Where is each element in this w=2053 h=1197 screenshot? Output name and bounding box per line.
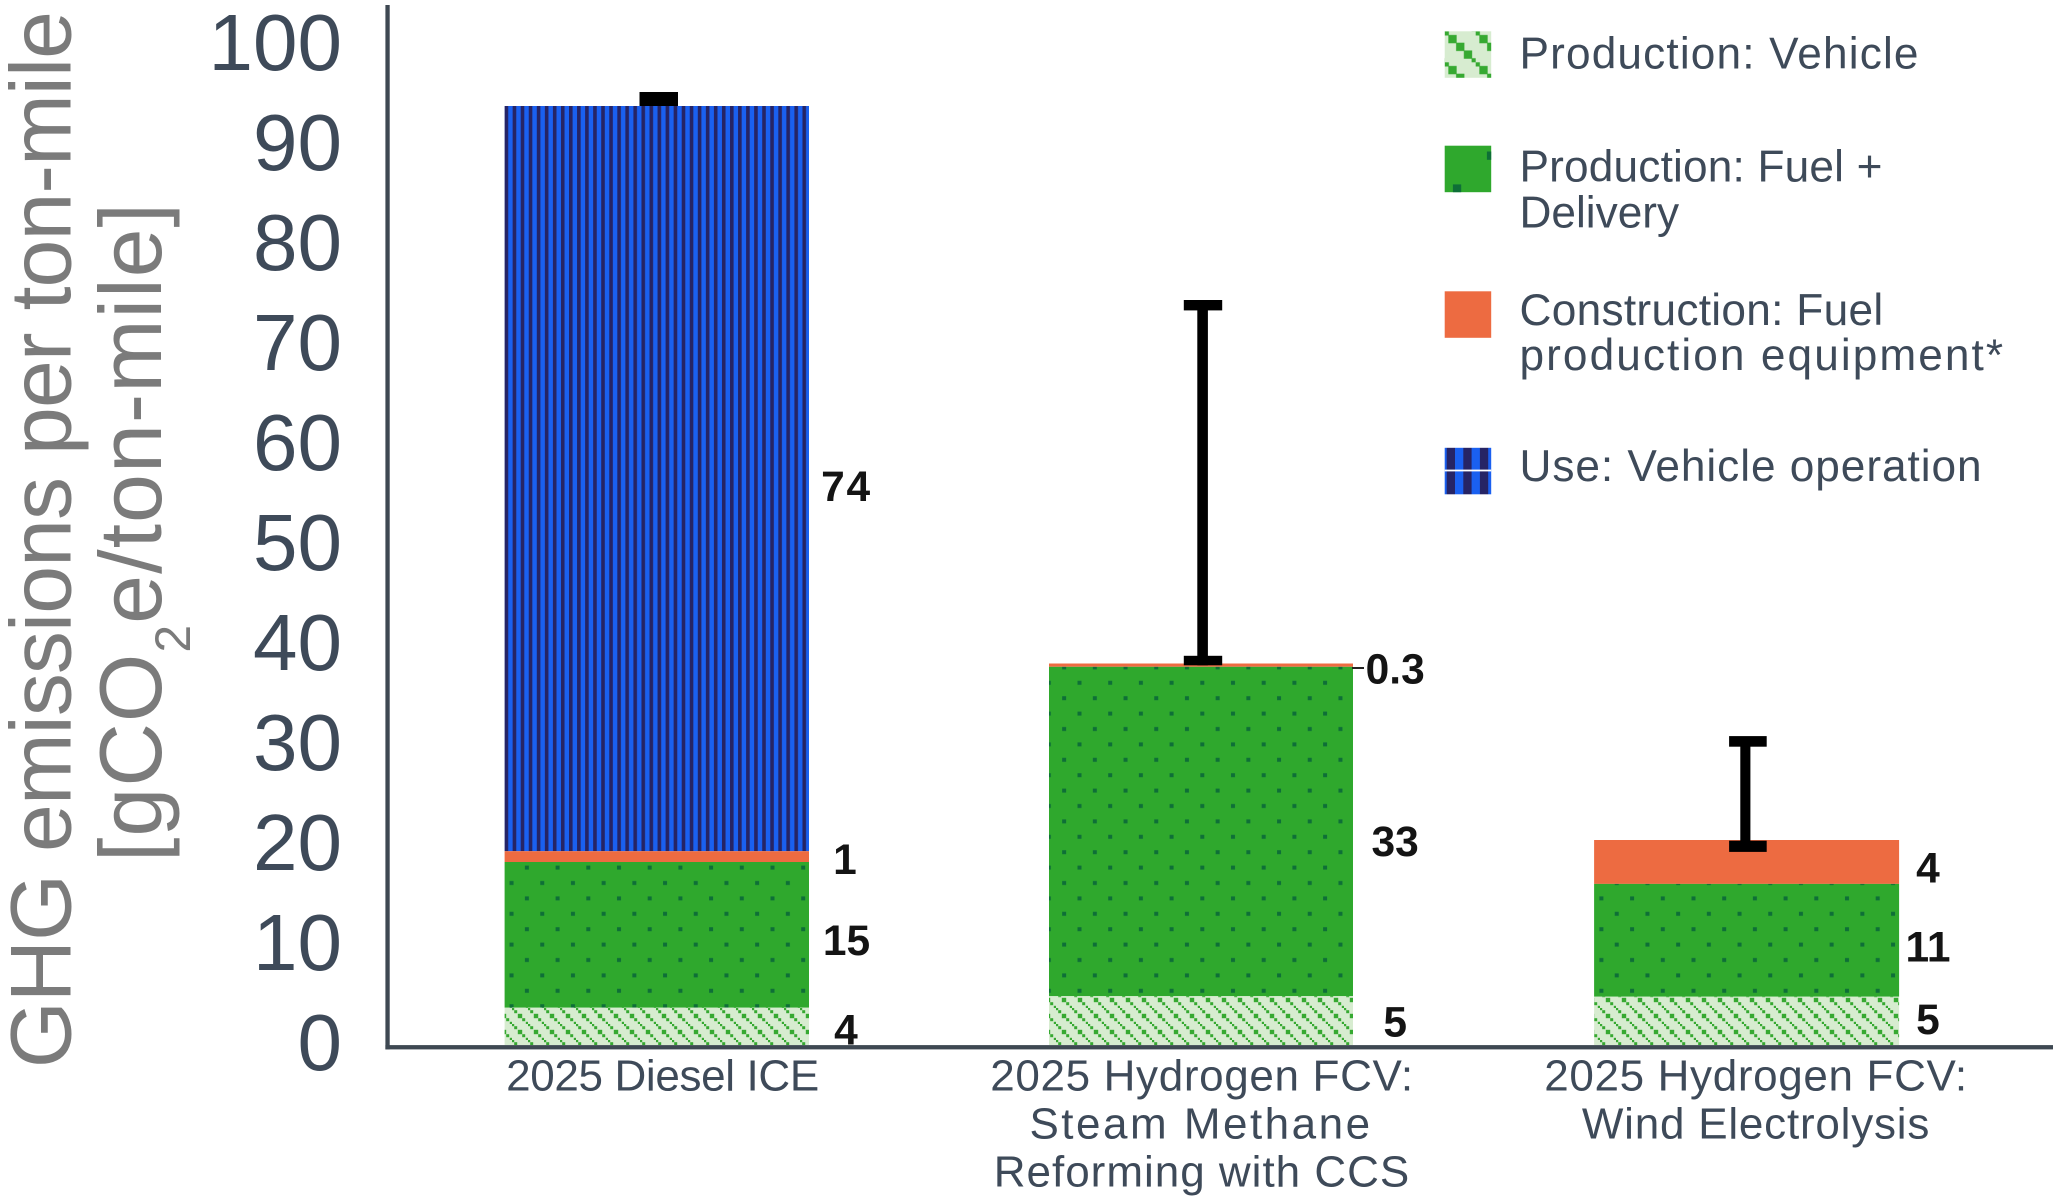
svg-text:Reforming with CCS: Reforming with CCS [994, 1148, 1411, 1197]
svg-text:1: 1 [833, 837, 857, 884]
svg-text:30: 30 [253, 698, 342, 787]
svg-text:Steam Methane: Steam Methane [1029, 1100, 1372, 1149]
svg-text:2025 Hydrogen FCV:: 2025 Hydrogen FCV: [990, 1052, 1414, 1101]
svg-text:0: 0 [298, 998, 343, 1087]
svg-text:Wind Electrolysis: Wind Electrolysis [1582, 1100, 1930, 1149]
svg-text:50: 50 [253, 498, 342, 587]
svg-text:Delivery: Delivery [1520, 189, 1680, 238]
svg-text:20: 20 [253, 798, 342, 887]
svg-text:11: 11 [1906, 925, 1951, 972]
svg-text:15: 15 [823, 918, 870, 965]
svg-text:70: 70 [253, 298, 342, 387]
svg-text:5: 5 [1383, 1000, 1407, 1047]
svg-text:production equipment*: production equipment* [1520, 331, 2006, 380]
svg-text:Construction: Fuel: Construction: Fuel [1520, 286, 1884, 335]
svg-text:80: 80 [253, 198, 342, 287]
svg-text:Production: Vehicle: Production: Vehicle [1520, 30, 1920, 79]
svg-text:40: 40 [253, 598, 342, 687]
svg-text:100: 100 [209, 0, 342, 87]
svg-text:[gCO2e/ton-mile]: [gCO2e/ton-mile] [81, 202, 201, 862]
svg-text:5: 5 [1916, 997, 1940, 1044]
svg-text:33: 33 [1372, 819, 1419, 866]
svg-text:Production: Fuel +: Production: Fuel + [1520, 142, 1883, 191]
svg-text:4: 4 [1916, 845, 1940, 892]
svg-text:0.3: 0.3 [1366, 647, 1425, 694]
svg-text:GHG emissions per ton-mile: GHG emissions per ton-mile [0, 12, 90, 1068]
svg-text:4: 4 [834, 1007, 858, 1054]
svg-text:2025 Diesel ICE: 2025 Diesel ICE [506, 1052, 819, 1101]
svg-text:10: 10 [253, 898, 342, 987]
svg-text:60: 60 [253, 398, 342, 487]
svg-text:74: 74 [821, 464, 872, 511]
svg-text:2025 Hydrogen FCV:: 2025 Hydrogen FCV: [1544, 1052, 1968, 1101]
svg-text:Use: Vehicle operation: Use: Vehicle operation [1520, 442, 1983, 491]
svg-text:90: 90 [253, 98, 342, 187]
